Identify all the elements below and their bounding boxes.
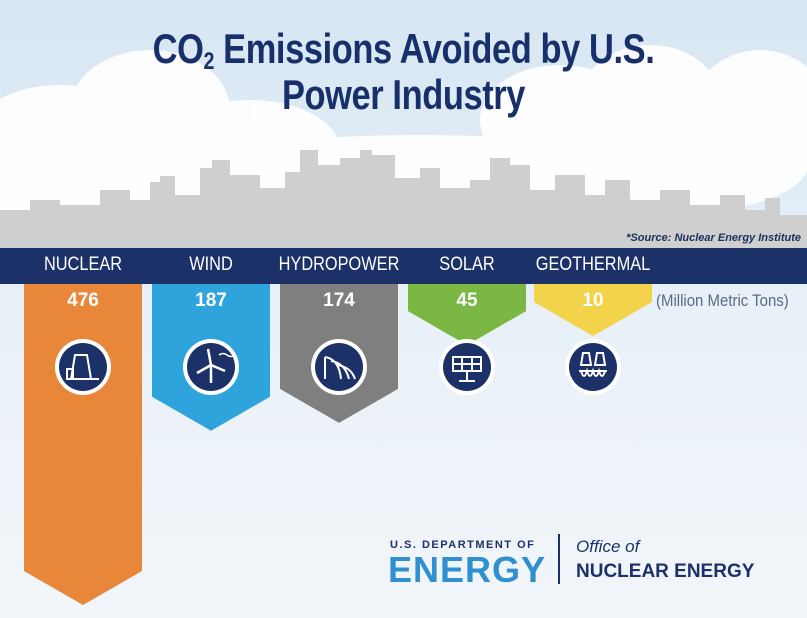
city-skyline bbox=[0, 150, 807, 250]
hydro-dam-icon bbox=[311, 339, 367, 395]
source-note: *Source: Nuclear Energy Institute bbox=[626, 232, 801, 244]
solar-panel-icon bbox=[439, 339, 495, 395]
category-label-solar: SOLAR bbox=[439, 254, 495, 275]
title-subscript: 2 bbox=[203, 48, 215, 75]
doe-energy-wordmark: ENERGY bbox=[388, 549, 547, 590]
office-name-text: NUCLEAR ENERGY bbox=[576, 561, 755, 582]
wind-turbine-icon bbox=[183, 339, 239, 395]
category-label-hydropower: HYDROPOWER bbox=[278, 254, 400, 275]
geothermal-plant-icon bbox=[565, 339, 621, 395]
category-label-wind: WIND bbox=[189, 254, 233, 275]
title-line1: Emissions Avoided by U.S. bbox=[214, 25, 655, 72]
bar-solar bbox=[408, 284, 526, 346]
category-label-geothermal: GEOTHERMAL bbox=[535, 254, 651, 275]
category-band bbox=[0, 248, 807, 284]
unit-label: (Million Metric Tons) bbox=[656, 291, 789, 310]
bar-nuclear bbox=[24, 284, 142, 605]
category-label-nuclear: NUCLEAR bbox=[43, 254, 123, 275]
value-label-solar: 45 bbox=[456, 290, 478, 311]
title-line2: Power Industry bbox=[281, 71, 526, 118]
office-of-text: Office of bbox=[576, 537, 640, 556]
title-co: CO bbox=[152, 25, 204, 72]
value-label-wind: 187 bbox=[195, 290, 227, 311]
value-label-nuclear: 476 bbox=[67, 290, 99, 311]
logo-divider bbox=[558, 534, 560, 584]
chart-title: CO2 Emissions Avoided by U.S. Power Indu… bbox=[73, 26, 735, 118]
nuclear-plant-icon bbox=[55, 339, 111, 395]
value-label-geothermal: 10 bbox=[582, 290, 603, 311]
bar-geothermal bbox=[534, 284, 652, 336]
doe-department-text: U.S. DEPARTMENT OF bbox=[390, 539, 536, 551]
value-label-hydropower: 174 bbox=[323, 290, 355, 311]
